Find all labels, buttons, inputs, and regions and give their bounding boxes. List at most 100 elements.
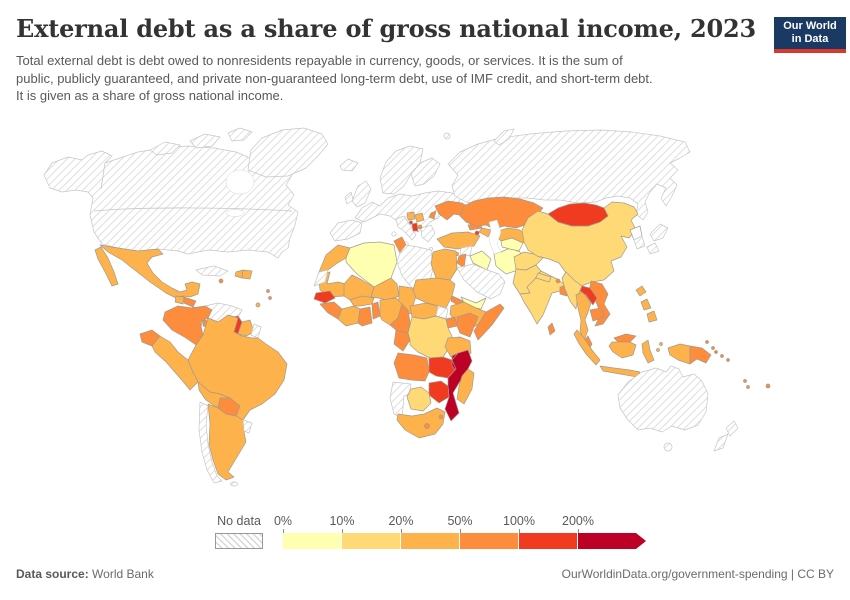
country-moldova[interactable]	[428, 210, 437, 220]
legend-bin-200%+[interactable]	[578, 533, 646, 549]
country-turkmenistan[interactable]	[500, 237, 524, 252]
country-north-macedonia[interactable]	[417, 224, 423, 230]
country-tasmania[interactable]	[663, 442, 673, 452]
country-philippines-luzon[interactable]	[635, 285, 647, 297]
country-colombia[interactable]	[162, 305, 213, 346]
country-new-zealand-south[interactable]	[713, 433, 729, 452]
country-mongolia[interactable]	[547, 202, 609, 227]
country-indonesia-sulawesi[interactable]	[641, 339, 655, 364]
country-philippines-mindanao[interactable]	[646, 310, 658, 323]
country-senegal[interactable]	[313, 290, 336, 304]
country-falkland-islands[interactable]	[230, 481, 238, 487]
country-armenia[interactable]	[474, 230, 480, 236]
country-somalia[interactable]	[473, 303, 505, 341]
country-burkina-faso[interactable]	[349, 295, 375, 307]
country-vanuatu[interactable]	[746, 385, 750, 389]
country-eswatini[interactable]	[438, 414, 444, 420]
country-ghana[interactable]	[357, 306, 373, 327]
country-namibia[interactable]	[389, 381, 412, 419]
country-solomon-islands[interactable]	[714, 350, 718, 354]
country-libya[interactable]	[396, 244, 434, 289]
legend-bin-50-100%[interactable]	[460, 533, 518, 549]
credit-link[interactable]: OurWorldinData.org/government-spending |…	[561, 567, 834, 581]
country-sri-lanka[interactable]	[547, 322, 556, 336]
country-arctic-islands[interactable]	[149, 141, 181, 156]
country-egypt[interactable]	[430, 248, 458, 281]
country-argentina[interactable]	[207, 403, 251, 481]
country-cameroon[interactable]	[389, 303, 411, 334]
country-mozambique[interactable]	[444, 349, 473, 422]
country-kenya[interactable]	[456, 312, 479, 338]
country-zimbabwe[interactable]	[428, 380, 450, 404]
country-png-islands[interactable]	[705, 340, 709, 344]
country-fiji[interactable]	[765, 383, 771, 389]
country-trinidad[interactable]	[255, 302, 261, 308]
country-indonesia-java[interactable]	[599, 365, 641, 378]
country-cuba[interactable]	[195, 265, 229, 277]
country-madagascar[interactable]	[456, 368, 475, 405]
country-honduras[interactable]	[183, 296, 197, 308]
country-congo-gabon[interactable]	[393, 329, 411, 352]
legend-bin-100-200%[interactable]	[519, 533, 577, 549]
country-albania[interactable]	[411, 222, 419, 232]
owid-logo[interactable]: Our World in Data	[774, 17, 846, 53]
country-indonesia-moluccas[interactable]	[659, 342, 663, 346]
country-guatemala[interactable]	[174, 295, 185, 305]
country-lesser-antilles[interactable]	[266, 289, 270, 293]
country-indonesia-moluccas[interactable]	[656, 348, 660, 352]
country-botswana[interactable]	[406, 386, 432, 412]
country-french-guiana[interactable]	[250, 323, 262, 339]
country-japan-south[interactable]	[646, 242, 660, 255]
country-thailand[interactable]	[575, 291, 592, 342]
country-uruguay[interactable]	[242, 419, 253, 434]
legend-bin-0-10%[interactable]	[283, 533, 341, 549]
country-sudan[interactable]	[412, 277, 456, 309]
country-mexico[interactable]	[99, 244, 201, 299]
country-png-islands[interactable]	[711, 346, 715, 350]
country-western-sahara[interactable]	[313, 269, 329, 287]
legend-bin-20-50%[interactable]	[401, 533, 459, 549]
country-iraq[interactable]	[469, 250, 492, 271]
country-serbia[interactable]	[414, 212, 425, 223]
country-south-africa[interactable]	[396, 407, 446, 439]
country-indonesia-papua[interactable]	[667, 343, 691, 365]
country-indonesia-sumatra[interactable]	[573, 329, 601, 366]
country-vanuatu[interactable]	[743, 379, 747, 383]
country-greenland[interactable]	[247, 127, 329, 178]
country-benin-togo[interactable]	[371, 301, 381, 320]
country-solomon-islands[interactable]	[720, 354, 724, 358]
country-angola[interactable]	[393, 352, 430, 382]
country-scandinavia[interactable]	[379, 145, 424, 195]
country-united-kingdom[interactable]	[351, 180, 372, 208]
country-indonesia-borneo[interactable]	[608, 341, 637, 359]
country-south-korea[interactable]	[633, 235, 646, 250]
country-solomon-islands[interactable]	[726, 358, 730, 362]
country-italy-sardinia[interactable]	[391, 231, 397, 237]
legend-bin-10-20%[interactable]	[342, 533, 400, 549]
country-svalbard[interactable]	[443, 132, 451, 140]
country-new-zealand-north[interactable]	[725, 420, 739, 437]
country-greece[interactable]	[420, 224, 436, 243]
country-dr-congo[interactable]	[407, 315, 453, 359]
country-papua-new-guinea[interactable]	[689, 345, 712, 365]
country-bhutan[interactable]	[555, 278, 561, 284]
legend-no-data-swatch[interactable]	[215, 533, 263, 549]
country-cambodia[interactable]	[589, 307, 605, 322]
country-suriname[interactable]	[237, 319, 255, 337]
country-philippines-visayas[interactable]	[640, 298, 652, 311]
country-mexico-baja[interactable]	[94, 246, 119, 287]
country-arctic-islands[interactable]	[227, 127, 253, 142]
country-azerbaijan[interactable]	[478, 227, 492, 238]
country-morocco[interactable]	[318, 244, 351, 273]
country-arctic-islands[interactable]	[189, 133, 221, 149]
country-turkey[interactable]	[436, 231, 481, 250]
country-lesser-antilles[interactable]	[268, 296, 272, 300]
country-italy[interactable]	[395, 215, 417, 241]
country-lesotho[interactable]	[424, 423, 430, 429]
country-iceland[interactable]	[339, 158, 359, 172]
country-jamaica[interactable]	[218, 278, 224, 284]
country-ireland[interactable]	[344, 191, 354, 205]
country-australia[interactable]	[617, 365, 709, 433]
country-bosnia[interactable]	[406, 211, 416, 221]
country-novaya-zemlya[interactable]	[493, 128, 515, 146]
